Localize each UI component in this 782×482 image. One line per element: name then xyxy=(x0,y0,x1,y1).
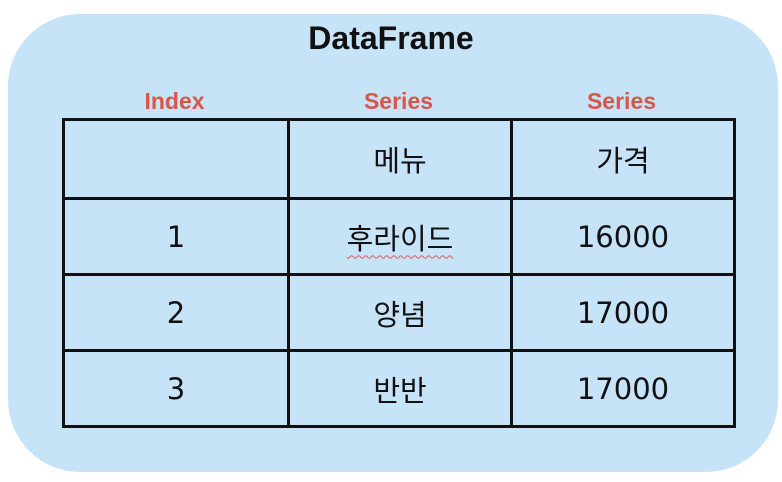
menu-cell: 후라이드 xyxy=(287,197,513,276)
table-row: 1 후라이드 16000 xyxy=(62,197,736,276)
table-row: 2 양념 17000 xyxy=(62,273,736,352)
menu-cell: 반반 xyxy=(287,349,513,428)
price-cell: 17000 xyxy=(510,273,736,352)
header-cell-index xyxy=(62,118,290,200)
table-row: 3 반반 17000 xyxy=(62,349,736,428)
price-cell: 16000 xyxy=(510,197,736,276)
menu-text: 후라이드 xyxy=(346,221,454,256)
index-label: Index xyxy=(144,88,205,114)
menu-cell: 양념 xyxy=(287,273,513,352)
price-cell: 17000 xyxy=(510,349,736,428)
header-cell-menu: 메뉴 xyxy=(287,118,513,200)
series-label-price: Series xyxy=(586,88,657,114)
index-cell: 3 xyxy=(62,349,290,428)
dataframe-table: 메뉴 가격 1 후라이드 16000 2 양념 17000 3 반반 17000 xyxy=(62,118,736,428)
header-cell-price: 가격 xyxy=(510,118,736,200)
diagram-title: DataFrame xyxy=(308,20,474,56)
header-row: 메뉴 가격 xyxy=(62,118,736,200)
series-label-menu: Series xyxy=(363,88,434,114)
index-cell: 2 xyxy=(62,273,290,352)
index-cell: 1 xyxy=(62,197,290,276)
